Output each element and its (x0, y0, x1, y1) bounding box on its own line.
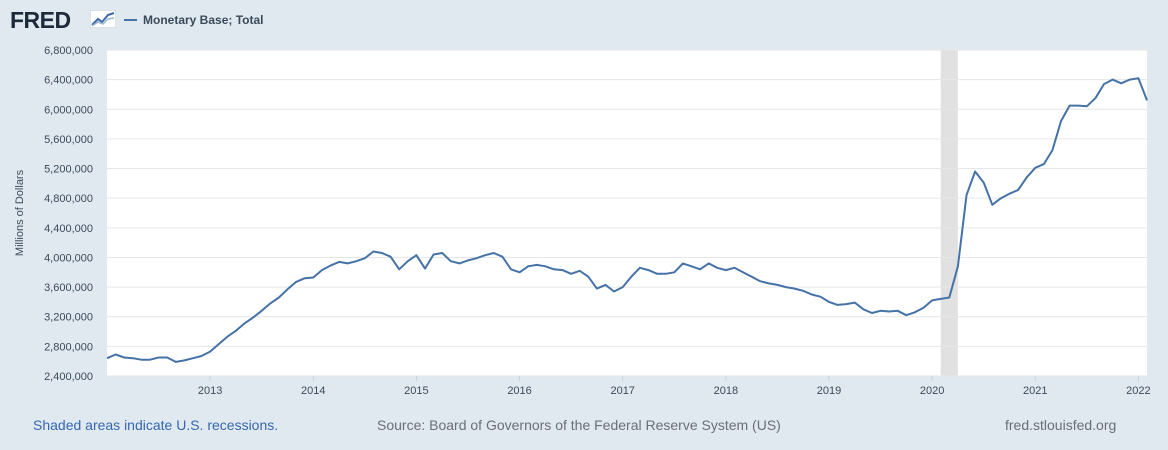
x-tick-label: 2017 (610, 385, 634, 397)
line-graph-icon (90, 10, 116, 28)
x-tick-label: 2022 (1126, 385, 1150, 397)
y-tick-label: 4,800,000 (44, 193, 93, 205)
series-line (106, 77, 1148, 363)
chart-header: FRED Monetary Base; Total (0, 0, 1168, 44)
y-tick-label: 5,200,000 (44, 164, 93, 176)
source-note: Source: Board of Governors of the Federa… (377, 417, 781, 433)
line-chart: 2,400,000 2,800,000 3,200,000 3,600,000 4,00… (14, 45, 1151, 397)
y-tick-label: 6,800,000 (44, 45, 93, 57)
x-tick-label: 2019 (817, 385, 841, 397)
site-link[interactable]: fred.stlouisfed.org (1005, 417, 1117, 433)
y-tick-label: 4,400,000 (44, 223, 93, 235)
fred-logo[interactable]: FRED (10, 7, 71, 33)
x-tick-label: 2015 (404, 385, 428, 397)
x-tick-label: 2016 (507, 385, 531, 397)
y-tick-label: 6,000,000 (44, 104, 93, 116)
legend-label: Monetary Base; Total (143, 13, 264, 27)
y-tick-label: 4,000,000 (44, 252, 93, 264)
x-tick-label: 2020 (920, 385, 944, 397)
y-tick-label: 2,800,000 (44, 341, 93, 353)
y-tick-label: 2,400,000 (44, 371, 93, 383)
x-tick-label: 2013 (198, 385, 222, 397)
y-axis-title: Millions of Dollars (14, 169, 26, 256)
x-tick-label: 2021 (1023, 385, 1047, 397)
plot-area (107, 50, 1147, 376)
y-tick-label: 5,600,000 (44, 134, 93, 146)
recession-shading (940, 50, 958, 376)
y-tick-label: 3,200,000 (44, 312, 93, 324)
y-tick-label: 6,400,000 (44, 75, 93, 87)
y-tick-label: 3,600,000 (44, 282, 93, 294)
x-tick-label: 2014 (301, 385, 325, 397)
legend-line-swatch (124, 19, 137, 21)
recession-note-link[interactable]: Shaded areas indicate U.S. recessions. (33, 417, 279, 433)
x-tick-label: 2018 (714, 385, 738, 397)
